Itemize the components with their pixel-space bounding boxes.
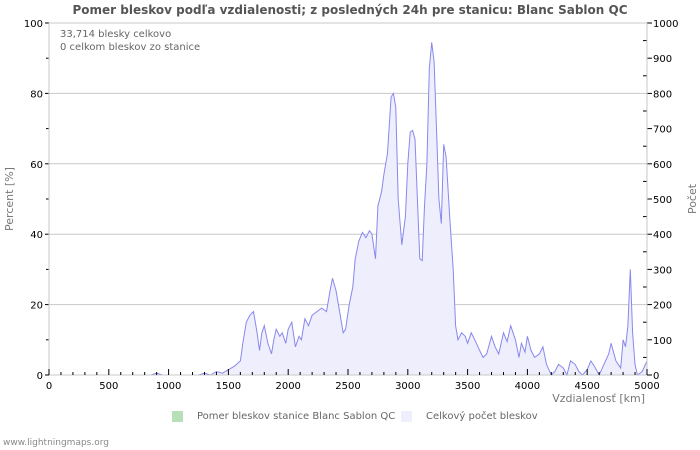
legend-label: Pomer bleskov stanice Blanc Sablon QC <box>197 411 396 422</box>
y-axis-right-title: Počet <box>686 183 699 214</box>
legend-swatch-lavender <box>401 411 412 422</box>
y-right-tick-label: 100 <box>653 336 672 347</box>
data-area <box>49 42 648 377</box>
x-tick-label: 2000 <box>275 381 300 392</box>
x-tick-label: 4000 <box>515 381 540 392</box>
y-right-tick-label: 800 <box>653 89 672 100</box>
y-right-tick-label: 900 <box>653 54 672 65</box>
legend-item-total-count: Celkový počet bleskov <box>401 411 538 422</box>
x-tick-label: 5000 <box>634 381 659 392</box>
site-credit: www.lightningmaps.org <box>3 438 109 448</box>
y-left-tick-label: 60 <box>30 160 43 171</box>
x-tick-label: 0 <box>46 381 52 392</box>
y-left-tick-label: 100 <box>24 19 43 30</box>
y-left-tick-label: 40 <box>30 230 43 241</box>
y-right-tick-label: 400 <box>653 230 672 241</box>
x-tick-label: 4500 <box>574 381 599 392</box>
chart-title: Pomer bleskov podľa vzdialenosti; z posl… <box>72 3 628 17</box>
x-tick-label: 1000 <box>156 381 181 392</box>
y-right-tick-label: 1000 <box>653 19 678 30</box>
x-tick-label: 1500 <box>216 381 241 392</box>
y-right-tick-label: 600 <box>653 160 672 171</box>
legend-item-station-ratio: Pomer bleskov stanice Blanc Sablon QC <box>172 411 395 422</box>
x-tick-label: 500 <box>99 381 118 392</box>
y-right-tick-label: 500 <box>653 195 672 206</box>
legend-swatch-green <box>172 411 183 422</box>
total-count-area <box>49 42 647 376</box>
y-right-tick-label: 200 <box>653 301 672 312</box>
gridlines <box>49 22 647 306</box>
x-axis-title: Vzdialenosť [km] <box>552 392 645 405</box>
y-left-tick-label: 20 <box>30 301 43 312</box>
axes: 0204060801000100200300400500600700800900… <box>24 19 679 392</box>
y-right-tick-label: 300 <box>653 265 672 276</box>
y-right-tick-label: 700 <box>653 125 672 136</box>
total-count-line <box>49 42 648 377</box>
y-left-tick-label: 80 <box>30 89 43 100</box>
x-tick-label: 3000 <box>395 381 420 392</box>
y-axis-left-title: Percent [%] <box>3 167 16 231</box>
x-tick-label: 3500 <box>455 381 480 392</box>
y-right-tick-label: 0 <box>653 371 659 382</box>
y-left-tick-label: 0 <box>37 371 43 382</box>
legend-label: Celkový počet bleskov <box>426 411 538 422</box>
x-tick-label: 2500 <box>335 381 360 392</box>
total-strikes-text: 33,714 blesky celkovo <box>60 29 172 40</box>
station-strikes-text: 0 celkom bleskov zo stanice <box>60 42 201 53</box>
